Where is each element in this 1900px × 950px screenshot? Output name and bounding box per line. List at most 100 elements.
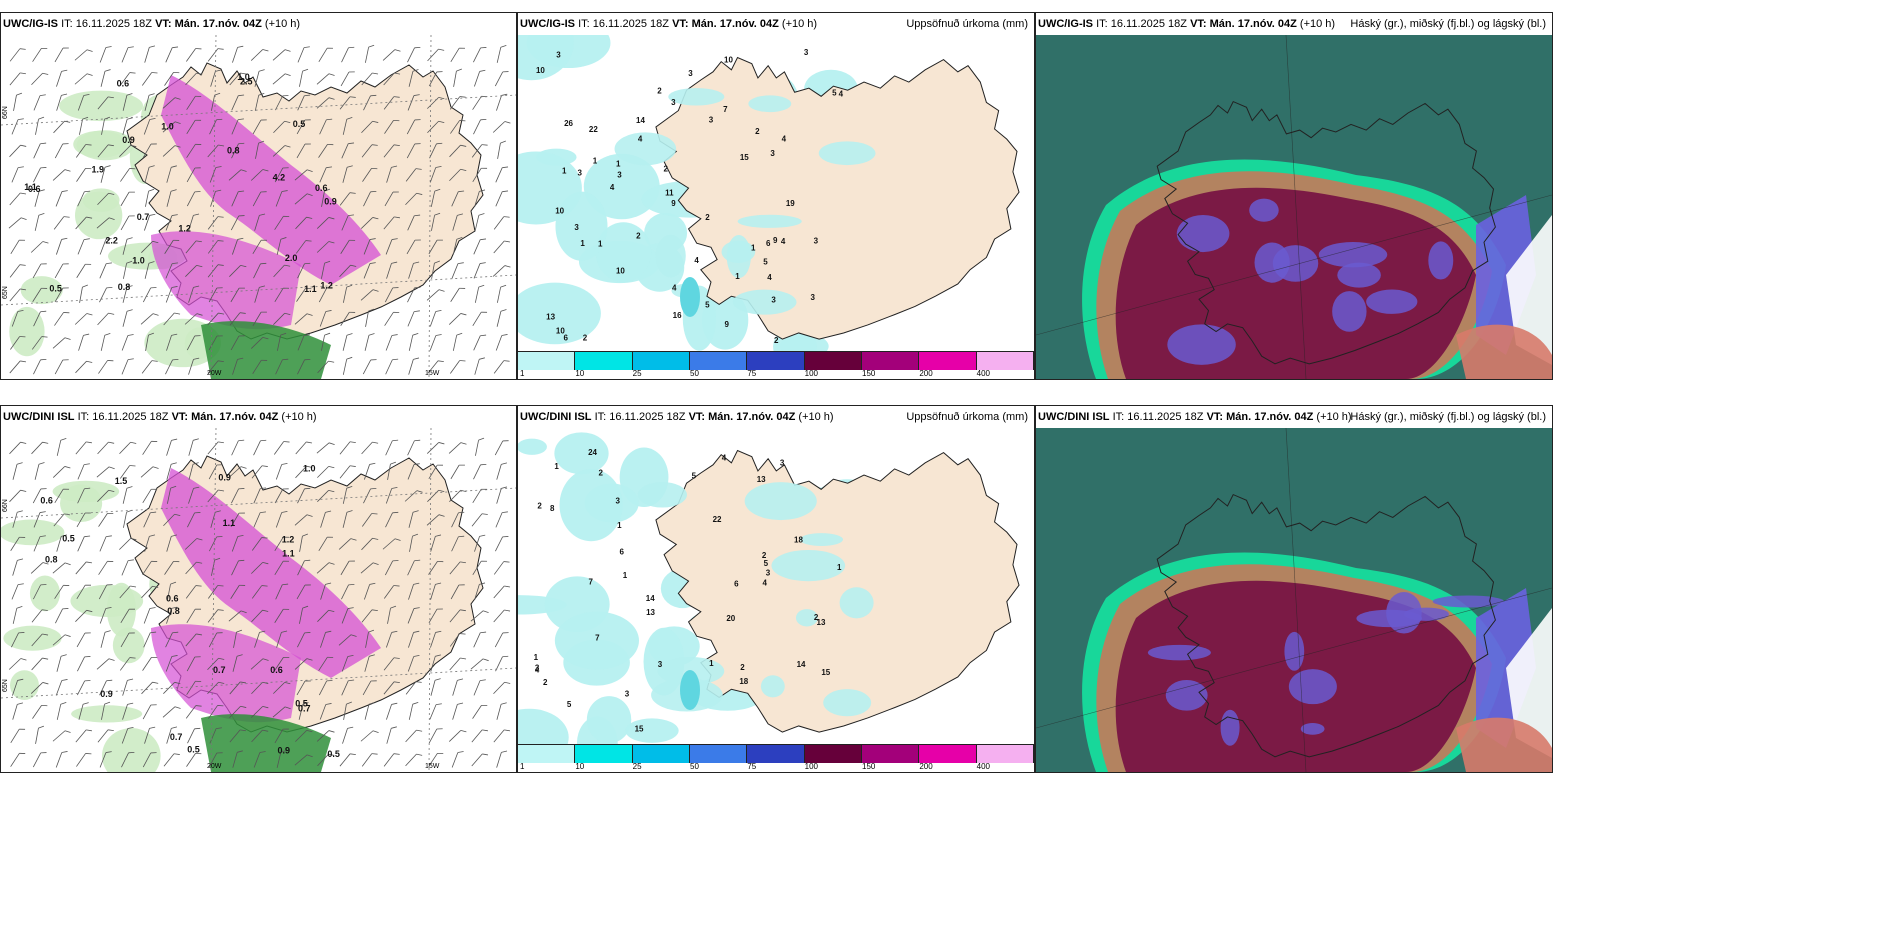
graticule <box>1285 428 1307 772</box>
wind-barb <box>364 702 375 720</box>
wind-barb <box>272 73 291 85</box>
wind-barb <box>318 287 333 303</box>
precip-value-label: 3 <box>671 98 676 107</box>
wind-barb <box>76 680 91 696</box>
graticule <box>1036 194 1552 336</box>
wind-barb <box>363 94 377 111</box>
precip-value-label: 3 <box>617 170 622 179</box>
wind-barb <box>208 287 223 303</box>
wind-barb <box>163 681 181 694</box>
wind-barb <box>164 560 180 575</box>
precip-value-label: 0.9 <box>218 472 231 482</box>
wind-barb <box>320 630 332 648</box>
wind-barb <box>207 216 224 230</box>
wind-barb <box>54 47 69 63</box>
precip-value-label: 4 <box>694 256 699 265</box>
wind-barb <box>121 751 135 768</box>
wind-barb <box>35 725 45 744</box>
precip-area-land <box>839 587 874 619</box>
precip-value-label: 2.2 <box>105 235 118 245</box>
wind-barb <box>33 511 46 528</box>
wind-barb <box>449 168 467 182</box>
wind-barb <box>452 332 463 351</box>
precip-value-label: 0.6 <box>270 665 283 675</box>
wind-barb <box>122 237 133 255</box>
precip-value-label: 2 <box>755 127 760 136</box>
wind-barb <box>253 439 267 456</box>
wind-barb <box>274 608 290 623</box>
wind-barb <box>341 46 355 63</box>
wind-barb <box>162 145 181 157</box>
wind-barb <box>386 165 398 183</box>
wind-barb <box>273 312 291 325</box>
precip-value-label: 2 <box>583 333 588 342</box>
precip-value-label: 1.1 <box>223 518 236 528</box>
wind-barb <box>452 237 463 255</box>
wind-barb <box>12 510 23 528</box>
wind-barb <box>230 512 245 528</box>
precip-value-label: 9 <box>773 236 778 245</box>
panel-accum-precip-dini: UWC/DINI ISL IT: 16.11.2025 18Z VT: Mán.… <box>517 405 1035 773</box>
wind-barb <box>9 48 26 62</box>
wind-barb <box>255 140 265 159</box>
precip-blob <box>9 306 45 357</box>
wind-barb <box>9 192 27 206</box>
wind-barb <box>430 654 441 672</box>
legend-swatch <box>804 745 862 763</box>
legend-swatch <box>861 745 920 763</box>
wind-barb <box>339 441 356 455</box>
legend-ticks: 1 10 25 50 75 100 150 200 400 <box>518 762 1034 772</box>
wind-barb <box>296 288 312 302</box>
wind-barb <box>385 511 399 528</box>
wind-barb <box>30 682 49 694</box>
wind-barb <box>145 188 155 207</box>
precip-area <box>554 432 609 475</box>
wind-barb <box>75 216 93 230</box>
precip-value-label: 3 <box>814 236 819 245</box>
wind-barb <box>187 727 201 744</box>
panel-clouds-dini: UWC/DINI ISL IT: 16.11.2025 18Z VT: Mán.… <box>1035 405 1553 773</box>
wind-barb <box>385 334 398 351</box>
wind-barb <box>405 192 423 206</box>
wind-barb <box>144 261 155 279</box>
precip-value-label: 1 <box>617 521 622 530</box>
precip-value-label: 20 <box>726 614 735 623</box>
wind-barb <box>276 237 287 255</box>
wind-barb <box>141 240 159 253</box>
precip-value-label: 2 <box>740 663 745 672</box>
wind-barb <box>493 216 510 230</box>
wind-barb <box>32 752 47 768</box>
legend-tick-label: 50 <box>690 369 699 378</box>
wind-barb <box>473 679 486 696</box>
wind-barb <box>384 311 400 326</box>
precip-value-label: 11 <box>665 189 674 198</box>
wind-barb <box>122 486 133 504</box>
cloud-low-patch <box>1456 324 1552 379</box>
wind-barb <box>75 729 92 743</box>
wind-barb <box>407 286 421 303</box>
wind-barb <box>363 262 376 279</box>
wind-barb <box>493 609 511 623</box>
wind-barb <box>341 607 354 624</box>
wind-barb <box>163 753 180 767</box>
wind-barb <box>451 190 465 207</box>
wind-barb <box>120 632 135 648</box>
precip-value-label: 18 <box>739 677 748 686</box>
precip-value-label: 0.6 <box>28 184 41 194</box>
precip-area <box>554 611 639 670</box>
wind-barb <box>297 487 311 504</box>
wind-barb <box>407 310 420 327</box>
precip-value-label: 0.5 <box>327 749 340 759</box>
wind-barb <box>143 511 157 528</box>
precip-value-label: 1.5 <box>115 476 128 486</box>
wind-barb <box>142 287 157 303</box>
precip-area <box>518 151 582 225</box>
precip-area-land <box>637 481 687 508</box>
wind-barb <box>142 440 158 455</box>
wind-barb <box>406 119 421 135</box>
wind-barb <box>408 332 419 351</box>
cloud-mid-patch <box>1432 595 1504 608</box>
wind-barb <box>210 69 222 87</box>
graticule <box>1 667 516 699</box>
wind-barb <box>276 630 288 648</box>
